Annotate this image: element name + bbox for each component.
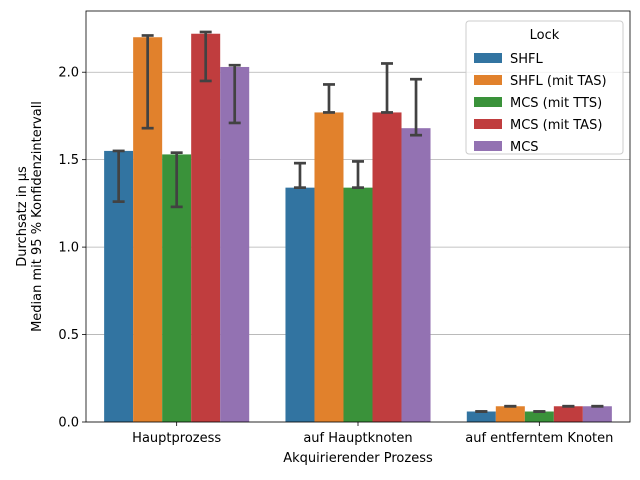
x-tick-label: Hauptprozess [132,431,221,446]
bar [285,187,315,422]
legend-items: SHFL SHFL (mit TAS) MCS (mit TTS) MCS (mit … [474,52,607,155]
x-tick-label: auf Hauptknoten [303,431,412,446]
legend-label: SHFL (mit TAS) [510,74,607,89]
legend-box [465,20,624,155]
y-axis-label-line1: Durchsatz in µs [15,166,30,267]
bar [553,406,583,422]
bar [401,128,431,423]
bar [524,411,554,422]
legend-swatch [474,119,502,129]
legend-swatch [474,97,502,107]
y-axis-ticks: 0.0 0.5 1.0 1.5 2.0 [58,66,86,431]
legend-swatch [474,75,502,85]
bar [582,406,612,422]
bar [314,112,344,423]
y-axis-label-line2: Median mit 95 % Konfidenzintervall [30,101,45,332]
error-bars [112,30,604,413]
y-tick-label: 0.5 [58,328,79,343]
legend-label: SHFL [510,52,544,67]
bar [191,33,221,422]
bar [343,187,373,422]
y-tick-label: 1.5 [58,153,79,168]
y-tick-label: 1.0 [58,241,79,256]
legend-swatch [474,53,502,63]
legend-label: MCS [510,140,539,155]
legend-swatch [474,141,502,151]
legend-label: MCS (mit TTS) [510,96,602,111]
y-tick-label: 2.0 [58,66,79,81]
bar [220,66,250,423]
x-axis-ticks: Hauptprozess auf Hauptknoten auf entfernte… [132,422,613,446]
bar [466,411,496,422]
bars [104,33,612,423]
legend-title: Lock [530,28,560,43]
x-axis-label: Akquirierender Prozess [283,451,433,466]
x-tick-label: auf entferntem Knoten [465,431,613,446]
y-tick-label: 0.0 [58,416,79,431]
legend-label: MCS (mit TAS) [510,118,602,133]
bar [372,112,402,423]
bar [495,406,525,422]
legend: Lock SHFL SHFL (mit TAS) MCS (mit TTS) MCS … [465,20,624,155]
